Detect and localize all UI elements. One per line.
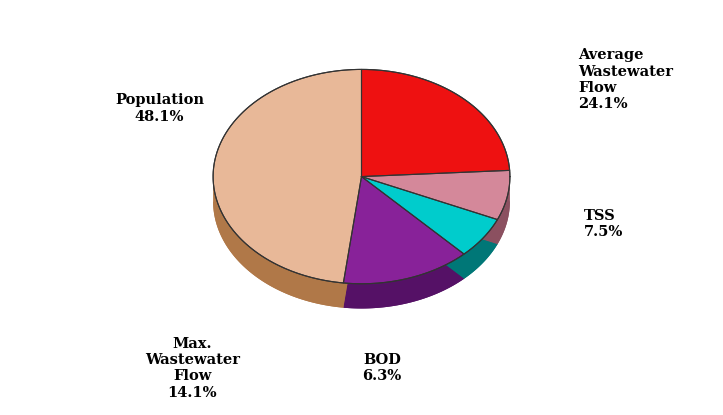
Polygon shape [362,201,510,244]
Polygon shape [343,177,362,308]
Polygon shape [464,220,497,279]
Polygon shape [213,69,362,283]
Polygon shape [213,201,362,308]
Polygon shape [362,177,497,244]
Polygon shape [343,177,362,308]
Polygon shape [362,177,464,279]
Polygon shape [362,177,464,279]
Text: Max.
Wastewater
Flow
14.1%: Max. Wastewater Flow 14.1% [145,337,240,400]
Polygon shape [362,201,497,279]
Polygon shape [343,201,464,308]
Polygon shape [343,254,464,308]
Text: BOD
6.3%: BOD 6.3% [362,353,402,383]
Polygon shape [497,177,510,244]
Polygon shape [362,177,497,254]
Polygon shape [343,177,464,284]
Text: Population
48.1%: Population 48.1% [115,93,204,124]
Polygon shape [213,177,343,308]
Text: TSS
7.5%: TSS 7.5% [584,209,623,239]
Polygon shape [362,171,510,220]
Polygon shape [362,177,497,244]
Polygon shape [362,69,510,177]
Text: Average
Wastewater
Flow
24.1%: Average Wastewater Flow 24.1% [578,49,673,111]
